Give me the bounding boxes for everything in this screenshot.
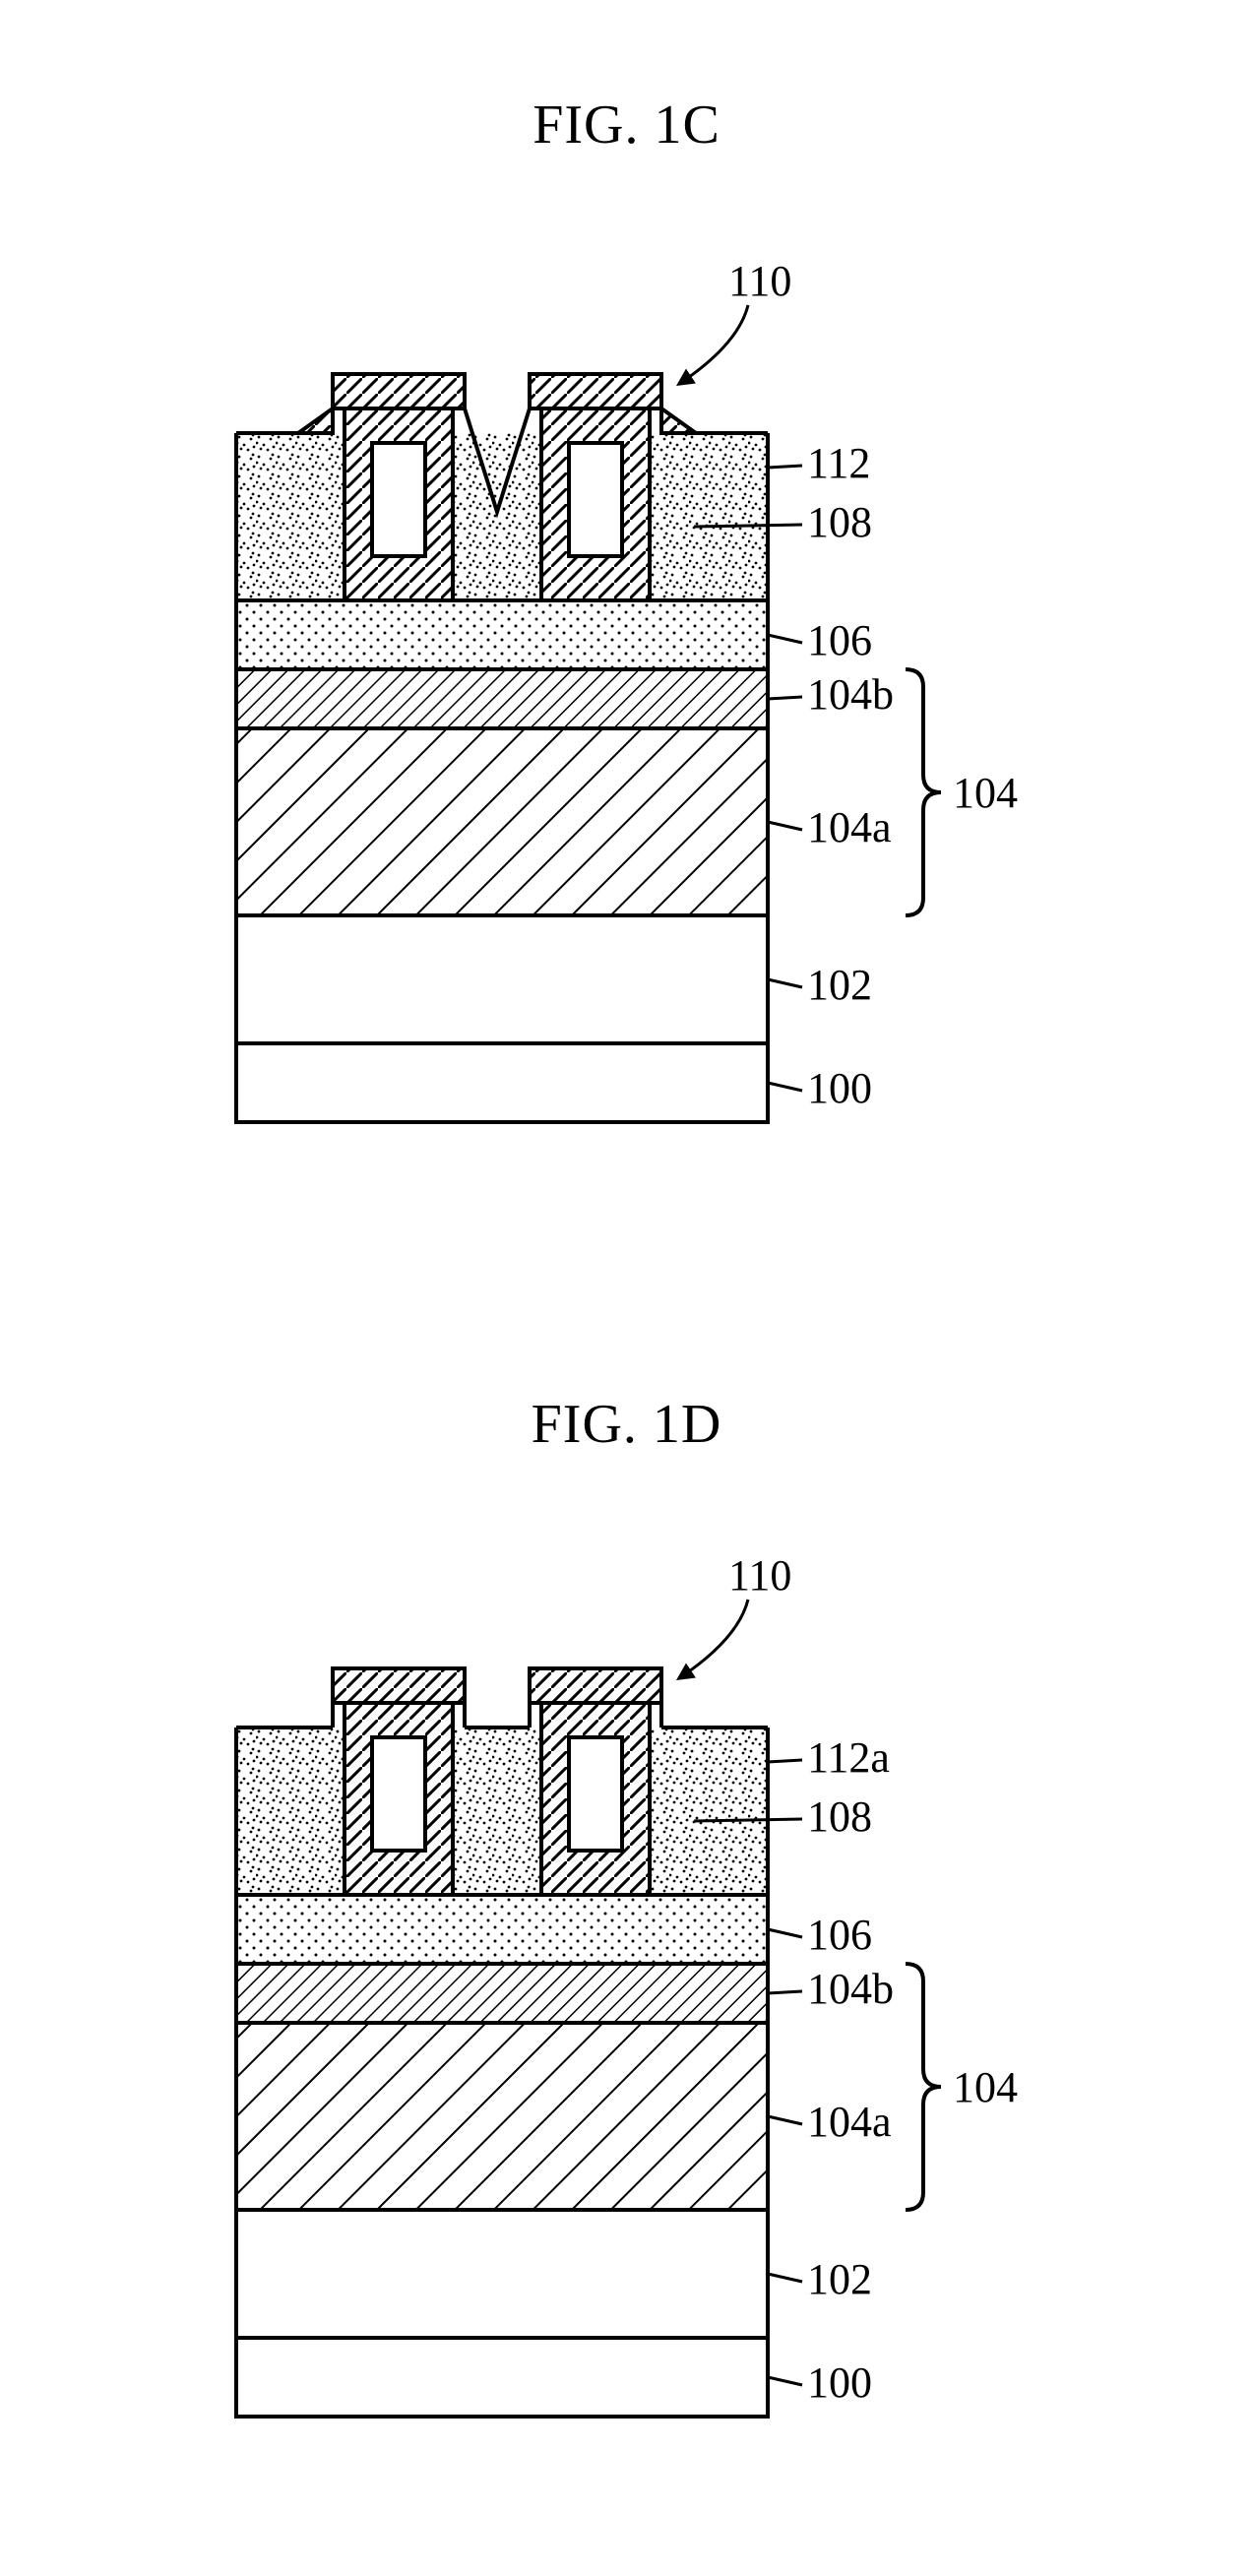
fig1c-diagram: 110 112 108 106 104b 104a 102 100 104 [177, 177, 1142, 1162]
page: FIG. 1C 110 112 108 106 104b 104a 102 100 104 FIG.… [0, 0, 1253, 2576]
label-112: 112 [807, 439, 870, 487]
fig1d-title: FIG. 1D [430, 1393, 824, 1456]
label-104a: 104a [807, 2098, 892, 2146]
brace-label-104: 104 [953, 2063, 1018, 2111]
fig1d-diagram: 110 112a 108 106 104b 104a 102 100 104 [177, 1472, 1142, 2456]
label-104b: 104b [807, 670, 894, 719]
label-108: 108 [807, 498, 872, 546]
label-102: 102 [807, 2255, 872, 2303]
label-106: 106 [807, 1911, 872, 1959]
fig1c-title: FIG. 1C [430, 94, 824, 157]
label-102: 102 [807, 961, 872, 1009]
label-104b: 104b [807, 1965, 894, 2013]
label-104a: 104a [807, 803, 892, 851]
label-112a: 112a [807, 1733, 890, 1782]
label-106: 106 [807, 616, 872, 664]
label-100: 100 [807, 2358, 872, 2407]
brace-label-104: 104 [953, 769, 1018, 817]
label-110: 110 [728, 257, 791, 305]
label-108: 108 [807, 1792, 872, 1841]
label-100: 100 [807, 1064, 872, 1112]
label-110: 110 [728, 1551, 791, 1600]
